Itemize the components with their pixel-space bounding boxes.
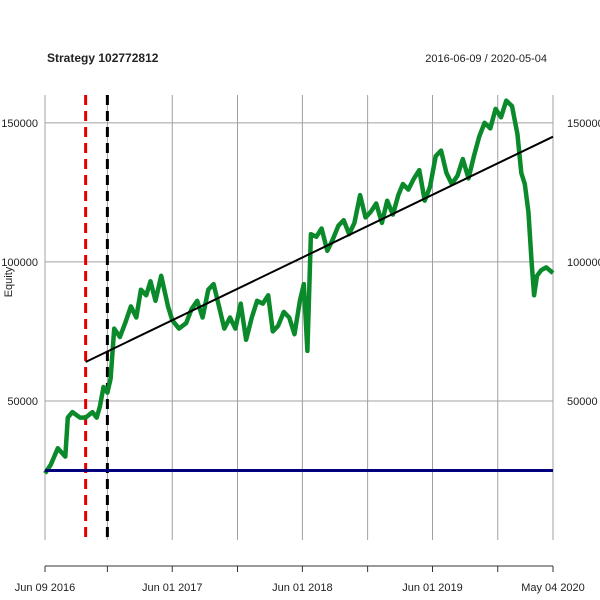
y-tick-label-right: 50000 <box>567 396 598 408</box>
chart-date-range: 2016-06-09 / 2020-05-04 <box>425 53 547 65</box>
reference-lines <box>84 95 109 540</box>
y-tick-label-right: 100000 <box>567 257 600 269</box>
x-tick-label: Jun 09 2016 <box>15 582 76 594</box>
y-axis-label: Equity <box>3 266 15 297</box>
trend-line <box>85 135 554 363</box>
y-tick-label-left: 150000 <box>1 118 38 130</box>
y-tick-label-left: 50000 <box>7 396 38 408</box>
equity-line <box>43 98 555 475</box>
x-tick-label: May 04 2020 <box>521 582 585 594</box>
series-layer <box>43 98 555 475</box>
x-tick-label: Jun 01 2019 <box>402 582 463 594</box>
grid-layer <box>44 95 554 540</box>
y-tick-label-right: 150000 <box>567 118 600 130</box>
x-tick-label: Jun 01 2017 <box>142 582 203 594</box>
chart-title: Strategy 102772812 <box>47 51 159 65</box>
y-tick-label-left: 100000 <box>1 257 38 269</box>
x-tick-label: Jun 01 2018 <box>272 582 333 594</box>
axis-layer: Jun 09 2016 Jun 01 2017 Jun 01 2018 Jun 01 … <box>1 118 600 594</box>
